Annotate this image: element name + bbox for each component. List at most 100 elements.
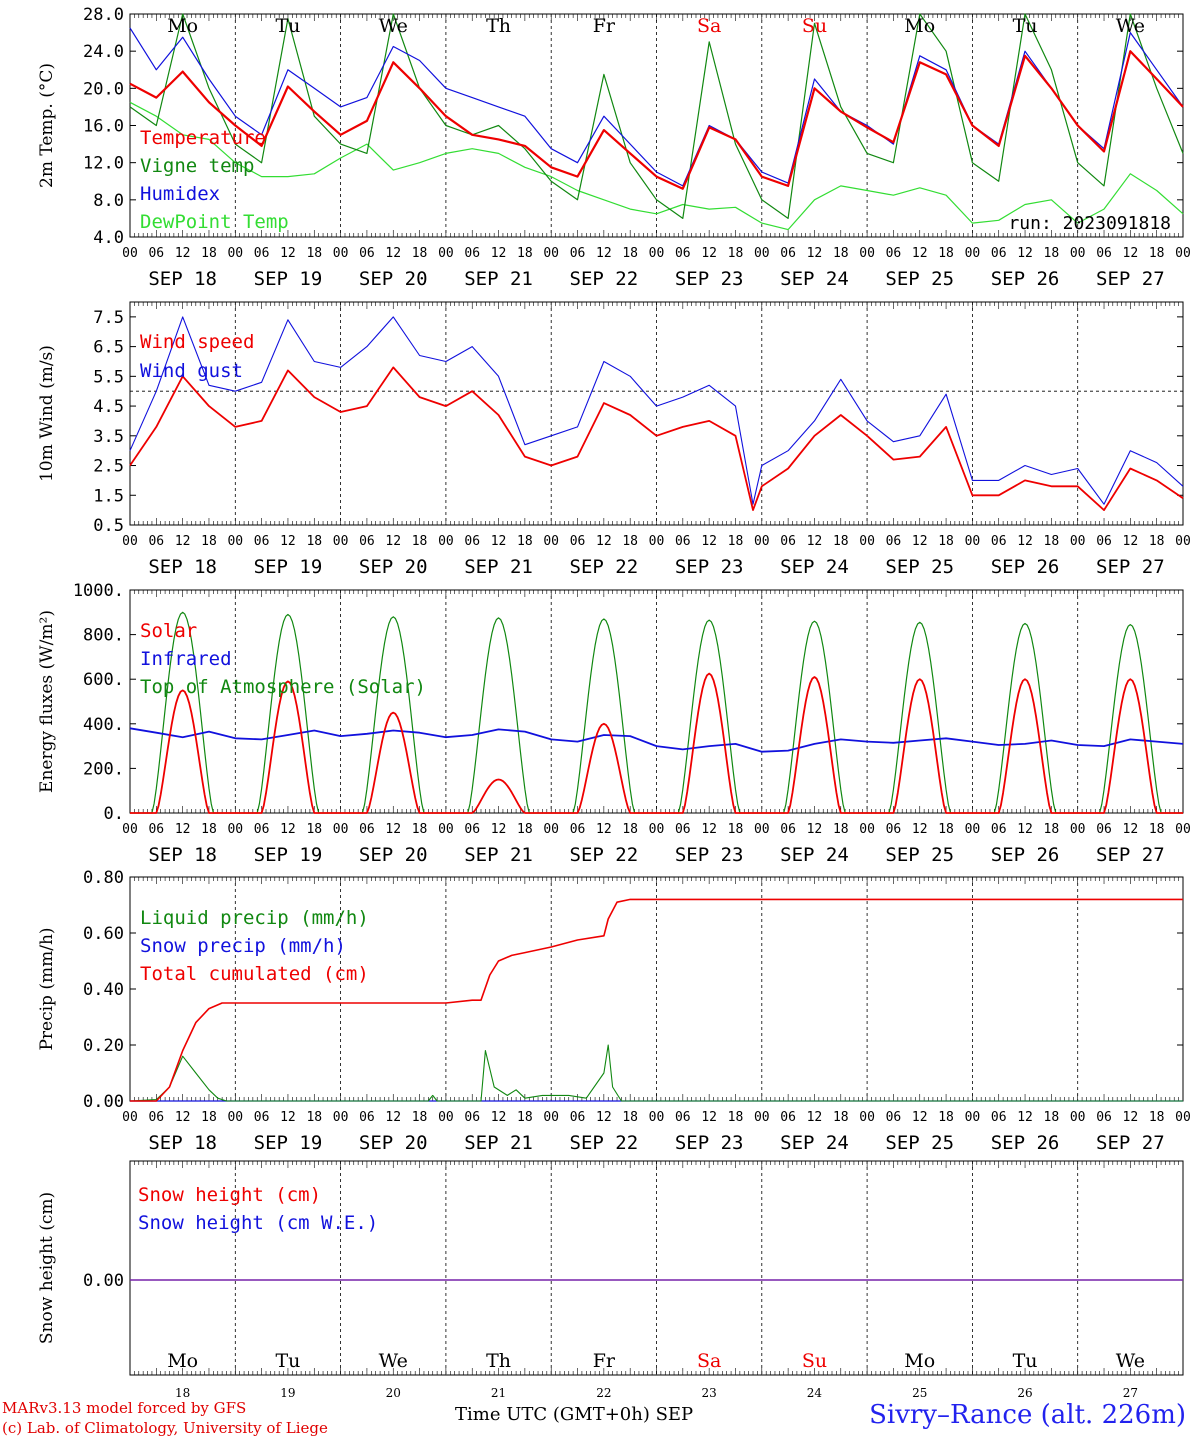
date-label: SEP 24 [780,268,849,290]
day-name: Fr [593,1350,616,1372]
legend-entry: Humidex [140,183,220,205]
y-tick-label: 600. [83,670,124,690]
date-label: SEP 21 [464,844,533,866]
day-name: Su [802,15,827,37]
hour-tick-label: 18 [833,822,849,837]
date-label: SEP 23 [675,844,744,866]
date-label: SEP 24 [780,844,849,866]
y-tick-label: 2.5 [93,457,124,477]
hour-tick-label: 18 [517,1110,533,1125]
y-tick-label: 200. [83,759,124,779]
hour-tick-label: 18 [517,246,533,261]
day-name: Tu [275,15,300,37]
hour-tick-label: 18 [412,246,428,261]
hour-tick-label: 18 [412,534,428,549]
date-label: SEP 26 [991,844,1060,866]
hour-tick-label: 18 [728,1110,744,1125]
hour-tick-label: 06 [1096,822,1112,837]
hour-tick-label: 12 [280,1110,296,1125]
panel-4: 0.00 0.20 0.40 0.60 0.80 Precip (mm/h) 00 06 12 1… [37,868,1191,1154]
y-tick-label: 12.0 [83,154,124,174]
y-tick-label: 0.40 [83,980,124,1000]
y-tick-label: 3.5 [93,427,124,447]
hour-tick-label: 12 [1123,534,1139,549]
legend-entry: Total cumulated (cm) [140,963,369,985]
model-credit: MARv3.13 model forced by GFS [2,1399,247,1417]
hour-tick-label: 12 [1123,822,1139,837]
day-name: Mo [167,1350,198,1372]
series-vigne-temp [129,13,1184,219]
legend-entry: Solar [140,620,197,642]
hour-tick-label: 00 [859,1110,875,1125]
legend-entry: Snow precip (mm/h) [140,935,346,957]
panel-3: 0. 200. 400. 600. 800. 1000. Energy fluxes (W/… [37,581,1191,866]
legend-entry: Top of Atmosphere (Solar) [140,676,426,698]
date-label: SEP 24 [780,556,849,578]
date-label: SEP 20 [359,556,428,578]
hour-tick-label: 00 [1175,1110,1191,1125]
hour-tick-label: 06 [148,534,164,549]
y-tick-label: 8.0 [93,191,124,211]
day-number: 27 [1123,1386,1138,1400]
hour-tick-label: 18 [938,1110,954,1125]
hour-tick-label: 00 [333,534,349,549]
hour-tick-label: 18 [938,534,954,549]
hour-tick-label: 00 [754,246,770,261]
date-label: SEP 25 [885,556,954,578]
date-label: SEP 18 [148,1132,217,1154]
hour-tick-label: 06 [464,1110,480,1125]
y-tick-label: 0.00 [83,1092,124,1112]
hour-tick-label: 06 [570,822,586,837]
hour-tick-label: 18 [1044,1110,1060,1125]
day-name: Mo [167,15,198,37]
y-axis-title: 2m Temp. (°C) [37,63,57,188]
hour-tick-label: 18 [833,246,849,261]
day-name: We [379,15,408,37]
hour-tick-label: 12 [912,534,928,549]
date-label: SEP 20 [359,844,428,866]
y-tick-label: 0.60 [83,924,124,944]
y-tick-label: 800. [83,626,124,646]
y-tick-label: 4.5 [93,397,124,417]
legend-entry: Vigne temp [140,155,254,177]
hour-tick-label: 12 [175,534,191,549]
hour-tick-label: 00 [754,534,770,549]
hour-tick-label: 06 [570,1110,586,1125]
hour-tick-label: 00 [1175,534,1191,549]
hour-tick-label: 18 [1149,246,1165,261]
hour-tick-label: 12 [807,246,823,261]
hour-tick-label: 00 [965,1110,981,1125]
hour-tick-label: 00 [122,534,138,549]
hour-tick-label: 12 [280,534,296,549]
series-wind-gust [129,316,1184,505]
series-wind-speed [129,366,1184,511]
date-label: SEP 25 [885,268,954,290]
hour-tick-label: 18 [728,534,744,549]
date-label: SEP 21 [464,268,533,290]
date-label: SEP 19 [254,1132,323,1154]
hour-tick-label: 06 [991,822,1007,837]
hour-tick-label: 18 [412,1110,428,1125]
hour-tick-label: 18 [622,534,638,549]
hour-tick-label: 18 [201,1110,217,1125]
day-name: Mo [904,1350,935,1372]
hour-tick-label: 06 [254,822,270,837]
hour-tick-label: 00 [438,246,454,261]
hour-tick-label: 06 [359,246,375,261]
legend-entry: Wind gust [140,360,243,382]
x-axis-title: Time UTC (GMT+0h) SEP [455,1404,694,1425]
hour-tick-label: 18 [517,534,533,549]
hour-tick-label: 06 [886,822,902,837]
hour-tick-label: 00 [1070,534,1086,549]
hour-tick-label: 06 [148,246,164,261]
hour-tick-label: 00 [438,534,454,549]
hour-tick-label: 06 [359,822,375,837]
hour-tick-label: 12 [807,822,823,837]
legend-entry: Snow height (cm W.E.) [138,1212,378,1234]
day-number: 19 [280,1386,295,1400]
hour-tick-label: 18 [622,1110,638,1125]
hour-tick-label: 06 [991,1110,1007,1125]
hour-tick-label: 18 [728,246,744,261]
y-tick-label: 400. [83,715,124,735]
hour-tick-label: 06 [780,1110,796,1125]
